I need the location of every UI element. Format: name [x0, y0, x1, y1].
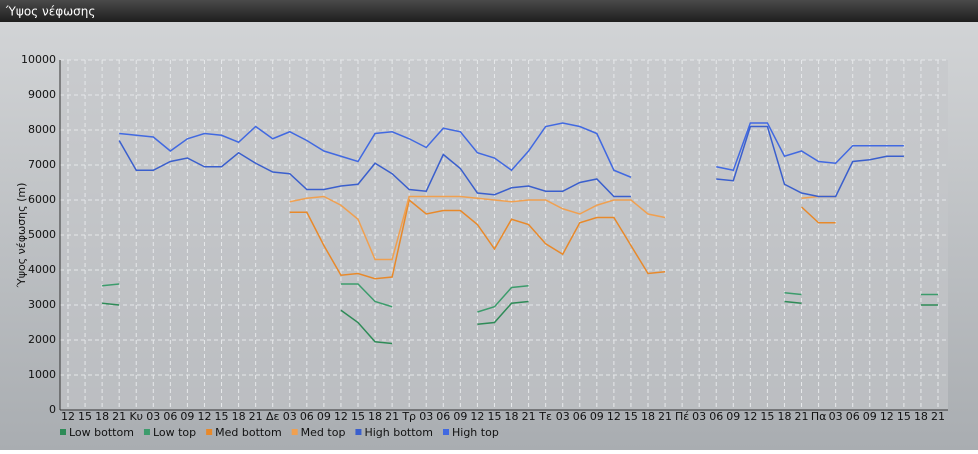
x-tick-label: Δε — [266, 410, 280, 423]
x-tick-label: 12 — [61, 410, 75, 423]
series-line — [119, 122, 904, 178]
x-tick-label: 09 — [180, 410, 194, 423]
legend-swatch — [443, 429, 449, 435]
x-tick-label: 06 — [573, 410, 587, 423]
x-tick-label: 15 — [624, 410, 638, 423]
y-tick-label: 10000 — [21, 53, 56, 66]
legend-label: High bottom — [364, 426, 433, 439]
y-tick-label: 1000 — [28, 368, 56, 381]
x-tick-label: Πέ — [675, 410, 689, 423]
x-tick-label: 18 — [232, 410, 246, 423]
x-tick-label: 21 — [249, 410, 263, 423]
x-tick-label: Πα — [811, 410, 827, 423]
legend-label: High top — [452, 426, 499, 439]
x-tick-label: 03 — [146, 410, 160, 423]
x-tick-label: 09 — [453, 410, 467, 423]
series-line — [102, 283, 938, 313]
y-tick-label: 4000 — [28, 263, 56, 276]
x-tick-label: 12 — [470, 410, 484, 423]
x-tick-label: 09 — [317, 410, 331, 423]
x-tick-label: 12 — [743, 410, 757, 423]
x-tick-label: 12 — [334, 410, 348, 423]
x-tick-label: 18 — [95, 410, 109, 423]
x-tick-label: 15 — [897, 410, 911, 423]
x-tick-label: 09 — [863, 410, 877, 423]
series-line — [118, 125, 904, 198]
y-tick-label: 8000 — [28, 123, 56, 136]
x-tick-label: 21 — [112, 410, 126, 423]
legend-label: Med top — [301, 426, 346, 439]
x-tick-label: 06 — [846, 410, 860, 423]
x-tick-label: 18 — [505, 410, 519, 423]
x-tick-label: 21 — [385, 410, 399, 423]
x-tick-label: 18 — [777, 410, 791, 423]
x-tick-label: 09 — [726, 410, 740, 423]
x-tick-label: 03 — [829, 410, 843, 423]
x-tick-label: 15 — [351, 410, 365, 423]
x-tick-label: 15 — [487, 410, 501, 423]
x-tick-label: 18 — [368, 410, 382, 423]
x-tick-label: 18 — [641, 410, 655, 423]
series-line — [102, 300, 938, 345]
y-tick-label: 6000 — [28, 193, 56, 206]
x-tick-label: 18 — [914, 410, 928, 423]
x-tick-label: 12 — [197, 410, 211, 423]
x-tick-label: 03 — [692, 410, 706, 423]
x-tick-label: 21 — [795, 410, 809, 423]
legend-label: Low bottom — [69, 426, 134, 439]
x-tick-label: 21 — [931, 410, 945, 423]
x-tick-label: 15 — [760, 410, 774, 423]
x-tick-label: 21 — [658, 410, 672, 423]
x-tick-label: 21 — [522, 410, 536, 423]
y-axis-label: Ύψος νέφωσης (m) — [15, 183, 28, 289]
x-tick-label: 06 — [163, 410, 177, 423]
y-tick-label: 3000 — [28, 298, 56, 311]
window-title: Ύψος νέφωσης — [5, 5, 95, 19]
x-tick-label: 06 — [709, 410, 723, 423]
x-tick-label: Κυ — [129, 410, 143, 423]
legend-label: Med bottom — [215, 426, 282, 439]
legend-swatch — [291, 429, 298, 435]
x-tick-label: 03 — [556, 410, 570, 423]
x-tick-label: Τε — [538, 410, 552, 423]
x-tick-label: 12 — [880, 410, 894, 423]
x-tick-label: 03 — [419, 410, 433, 423]
title-bar — [0, 0, 978, 22]
series-line — [289, 198, 836, 280]
x-tick-label: 12 — [607, 410, 621, 423]
y-tick-label: 2000 — [28, 333, 56, 346]
y-tick-label: 0 — [49, 403, 56, 416]
x-tick-label: 09 — [590, 410, 604, 423]
legend-swatch — [355, 429, 362, 435]
legend-swatch — [143, 429, 150, 435]
legend-swatch — [206, 429, 213, 435]
x-tick-label: Τρ — [401, 410, 416, 423]
legend-swatch — [60, 429, 66, 435]
x-tick-label: 03 — [283, 410, 297, 423]
y-tick-label: 5000 — [28, 228, 56, 241]
y-tick-label: 7000 — [28, 158, 56, 171]
y-tick-label: 9000 — [28, 88, 56, 101]
x-tick-label: 06 — [300, 410, 314, 423]
x-tick-label: 06 — [436, 410, 450, 423]
x-tick-label: 15 — [215, 410, 229, 423]
x-tick-label: 15 — [78, 410, 92, 423]
legend-label: Low top — [153, 426, 196, 439]
